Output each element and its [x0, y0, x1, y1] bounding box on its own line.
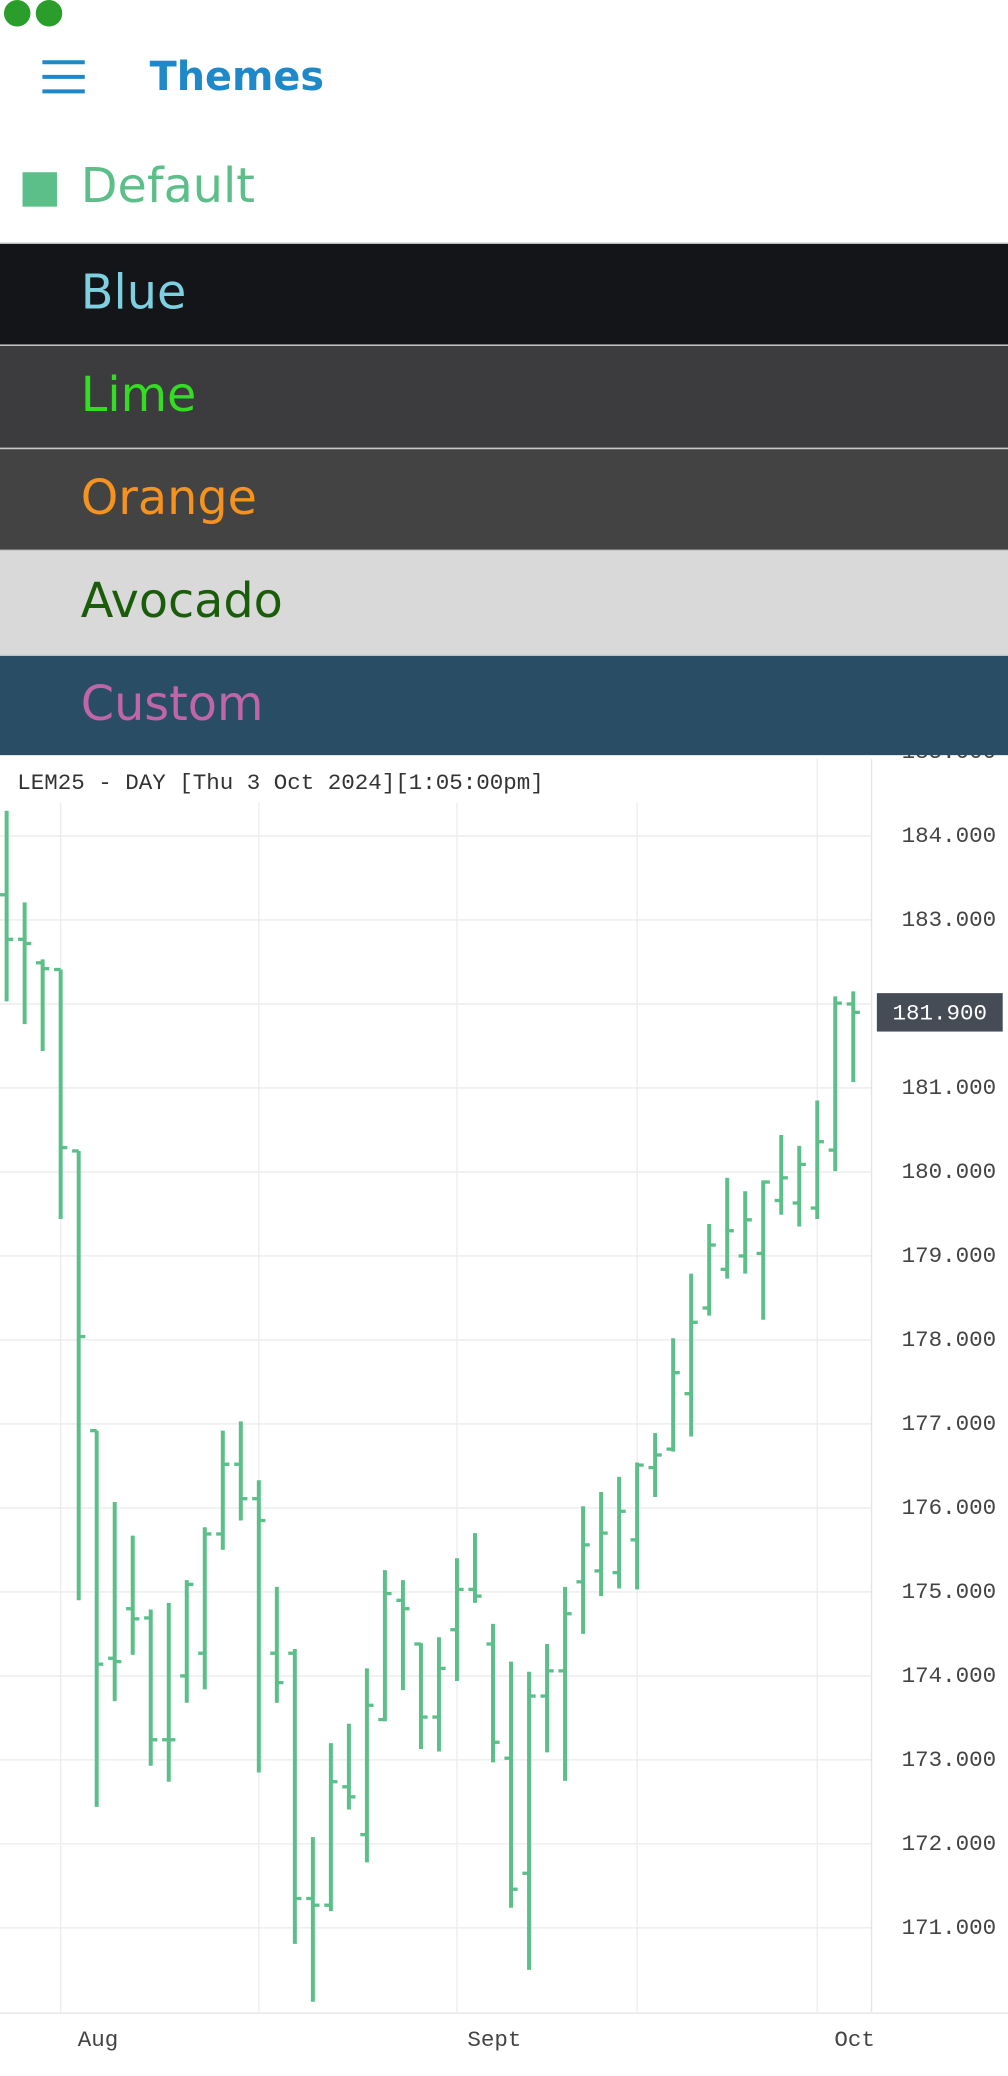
menu-button[interactable]	[42, 60, 85, 94]
y-tick-label: 173.000	[902, 1747, 997, 1773]
status-dot	[35, 0, 63, 27]
y-tick-label: 176.000	[902, 1495, 997, 1521]
theme-option-background	[0, 551, 1008, 655]
theme-menu: Default Blue Lime Orange Avocado Custom	[0, 132, 1008, 756]
theme-option-label: Default	[81, 159, 255, 214]
title-backdrop	[0, 757, 663, 803]
x-tick-label: Sept	[467, 2027, 521, 2053]
y-tick-label: 184.000	[902, 823, 997, 849]
theme-option-background	[0, 243, 1008, 345]
theme-option-background	[0, 449, 1008, 550]
y-tick-label: 172.000	[902, 1831, 997, 1857]
status-dot	[3, 0, 31, 27]
theme-option-background	[0, 132, 1008, 243]
x-tick-label: Oct	[834, 2027, 875, 2053]
theme-option[interactable]: Lime	[0, 345, 1008, 448]
theme-option-label: Custom	[81, 677, 264, 732]
y-tick-label: 183.000	[902, 907, 997, 933]
theme-option-label: Lime	[81, 368, 197, 423]
y-tick-label: 171.000	[902, 1915, 997, 1941]
app-bar	[0, 0, 1008, 133]
y-tick-label: 178.000	[902, 1327, 997, 1353]
y-tick-label: 177.000	[902, 1411, 997, 1437]
theme-option-background	[0, 655, 1008, 756]
app-title: Themes	[150, 54, 324, 100]
theme-option[interactable]: Blue	[0, 243, 1008, 345]
x-tick-label: Aug	[78, 2027, 119, 2053]
theme-option[interactable]: Orange	[0, 449, 1008, 550]
last-price-label: 181.900	[893, 1001, 988, 1027]
theme-option-label: Orange	[81, 471, 257, 526]
y-tick-label: 181.000	[902, 1075, 997, 1101]
last-price-marker	[876, 993, 1003, 1032]
y-tick-label: 179.000	[902, 1243, 997, 1269]
theme-option-label: Blue	[81, 265, 186, 320]
theme-option-background	[0, 345, 1008, 448]
chart-title: LEM25 - DAY [Thu 3 Oct 2024][1:05:00pm]	[17, 770, 544, 796]
chart: 171.000 172.000 173.000 174.000 175.000 176.0…	[0, 739, 1008, 2053]
theme-option[interactable]: Avocado	[0, 551, 1008, 655]
theme-option[interactable]: Default	[0, 132, 1008, 243]
theme-option[interactable]: Custom	[0, 655, 1008, 756]
y-tick-label: 174.000	[902, 1663, 997, 1689]
y-tick-label: 180.000	[902, 1159, 997, 1185]
theme-option-label: Avocado	[81, 574, 283, 629]
selected-indicator	[22, 172, 57, 207]
y-tick-label: 175.000	[902, 1579, 997, 1605]
